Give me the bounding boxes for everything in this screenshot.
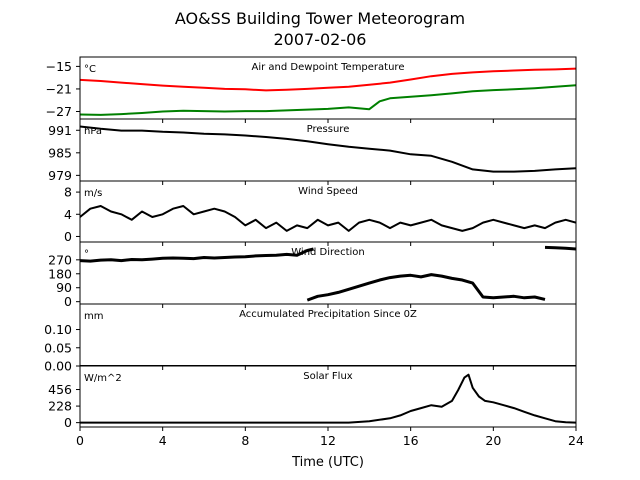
series-line-temperature (80, 67, 576, 92)
panel-unit: m/s (84, 188, 102, 199)
x-tick-label: 4 (159, 433, 167, 448)
series-line-default (80, 247, 314, 263)
y-tick-label: −15 (46, 59, 72, 74)
x-tick-label: 12 (320, 433, 336, 448)
panel-title: Accumulated Precipitation Since 0Z (239, 309, 417, 320)
y-tick-label: −21 (46, 81, 72, 96)
x-axis-label: Time (UTC) (291, 455, 364, 470)
x-tick-label: 20 (485, 433, 501, 448)
y-tick-label: 8 (64, 185, 72, 200)
y-tick-label: 90 (56, 280, 72, 295)
panel-5: 0.10 0.05 0.00 Accumulated Precipitation Si… (44, 303, 577, 374)
series-line-dewpoint (80, 84, 576, 116)
y-tick-label: 979 (48, 168, 72, 183)
panels: −15 −21 −27 Air and Dewpoint Temperature °C 9… (44, 56, 584, 448)
panel-title: Wind Direction (291, 247, 365, 258)
panel-unit: W/m^2 (84, 373, 122, 384)
y-tick-label: −27 (46, 104, 72, 119)
y-tick-label: 456 (48, 382, 72, 397)
x-tick-label: 0 (76, 433, 84, 448)
y-tick-label: 985 (48, 145, 72, 160)
x-tick-label: 16 (403, 433, 419, 448)
panel-2: 991 985 979 Pressure hPa (48, 118, 577, 185)
panel-title: Pressure (307, 124, 350, 135)
series-line-default (544, 245, 576, 251)
panel-unit: ° (84, 249, 89, 260)
panel-unit: hPa (84, 126, 102, 137)
x-tick-label: 24 (568, 433, 584, 448)
y-tick-label: 270 (48, 252, 72, 267)
panel-title: Air and Dewpoint Temperature (252, 62, 405, 73)
y-tick-label: 4 (64, 207, 72, 222)
y-tick-label: 228 (48, 399, 72, 414)
y-tick-label: 180 (48, 266, 72, 281)
y-tick-label: 0 (64, 294, 72, 309)
series-line-default (80, 205, 576, 232)
panel-3: 8 4 0 Wind Speed m/s (64, 180, 577, 246)
panel-unit: °C (84, 64, 96, 75)
chart-title: AO&SS Building Tower Meteorogram (175, 9, 465, 28)
y-tick-label: 0.05 (44, 340, 72, 355)
y-tick-label: 0 (64, 229, 72, 244)
panel-unit: mm (84, 311, 103, 322)
series-line-default (80, 373, 576, 424)
panel-title: Wind Speed (298, 186, 358, 197)
y-tick-label: 991 (48, 123, 72, 138)
x-tick-label: 8 (241, 433, 249, 448)
series-line-default (306, 273, 546, 302)
chart-subtitle: 2007-02-06 (274, 30, 367, 49)
y-tick-label: 0.00 (44, 359, 72, 374)
series-line-default (80, 125, 576, 173)
y-tick-label: 0 (64, 415, 72, 430)
y-tick-label: 0.10 (44, 322, 72, 337)
panel-title: Solar Flux (303, 371, 353, 382)
panel-1: −15 −21 −27 Air and Dewpoint Temperature °C (46, 56, 577, 123)
